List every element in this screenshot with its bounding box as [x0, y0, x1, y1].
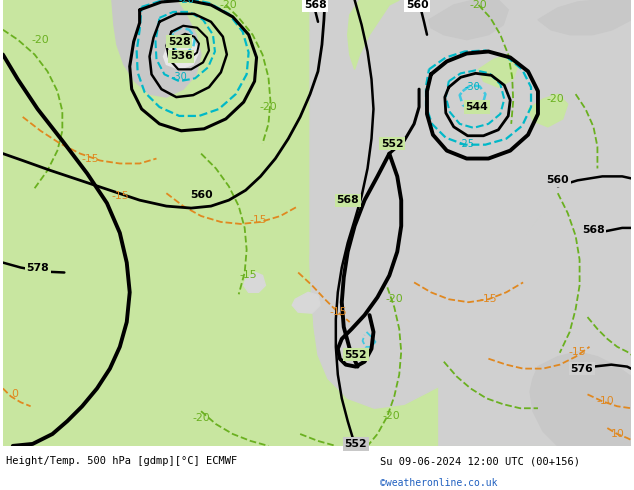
Polygon shape — [310, 0, 631, 406]
Text: -20: -20 — [547, 94, 565, 104]
Polygon shape — [389, 89, 548, 188]
Polygon shape — [538, 0, 631, 35]
Text: -20: -20 — [220, 0, 238, 10]
Text: -20: -20 — [259, 102, 277, 112]
Text: 560: 560 — [406, 0, 429, 10]
Text: Su 09-06-2024 12:00 UTC (00+156): Su 09-06-2024 12:00 UTC (00+156) — [380, 456, 580, 466]
Text: 552: 552 — [381, 139, 404, 148]
Text: ©weatheronline.co.uk: ©weatheronline.co.uk — [380, 478, 498, 489]
Polygon shape — [528, 94, 567, 127]
Text: -15: -15 — [111, 191, 129, 201]
Text: 560: 560 — [547, 175, 569, 185]
Text: -20: -20 — [192, 413, 210, 423]
Text: 568: 568 — [337, 195, 359, 205]
Text: 578: 578 — [26, 263, 49, 272]
Text: 576: 576 — [570, 364, 593, 373]
Polygon shape — [112, 0, 201, 97]
Text: 552: 552 — [344, 350, 367, 360]
Text: -10: -10 — [597, 396, 614, 406]
Polygon shape — [479, 54, 518, 87]
Text: -15: -15 — [250, 215, 268, 225]
Text: -30: -30 — [465, 82, 481, 92]
Polygon shape — [292, 293, 320, 313]
Text: 536: 536 — [170, 51, 193, 61]
Text: -20: -20 — [382, 411, 400, 421]
Text: -15: -15 — [329, 307, 347, 317]
Polygon shape — [429, 0, 508, 40]
Text: -20: -20 — [178, 0, 194, 5]
Polygon shape — [243, 272, 266, 293]
Text: -15: -15 — [240, 270, 257, 280]
Polygon shape — [310, 0, 631, 446]
Text: -30: -30 — [171, 73, 187, 82]
Text: 568: 568 — [304, 0, 327, 10]
Polygon shape — [347, 0, 399, 70]
Text: 0: 0 — [11, 390, 18, 399]
Text: -15: -15 — [81, 153, 99, 164]
Text: -15: -15 — [569, 347, 586, 357]
Text: 528: 528 — [168, 37, 191, 47]
Text: -25: -25 — [458, 139, 475, 148]
Text: 552: 552 — [344, 439, 367, 449]
Text: 544: 544 — [465, 102, 488, 112]
Text: 10: 10 — [611, 429, 624, 439]
Text: -20: -20 — [385, 294, 403, 304]
Text: 568: 568 — [582, 225, 605, 235]
Polygon shape — [530, 352, 631, 446]
Text: -15: -15 — [479, 294, 497, 304]
Polygon shape — [164, 40, 199, 70]
Text: -20: -20 — [32, 35, 49, 45]
Text: 560: 560 — [190, 190, 212, 200]
Text: Height/Temp. 500 hPa [gdmp][°C] ECMWF: Height/Temp. 500 hPa [gdmp][°C] ECMWF — [6, 456, 238, 466]
Text: -20: -20 — [470, 0, 488, 10]
